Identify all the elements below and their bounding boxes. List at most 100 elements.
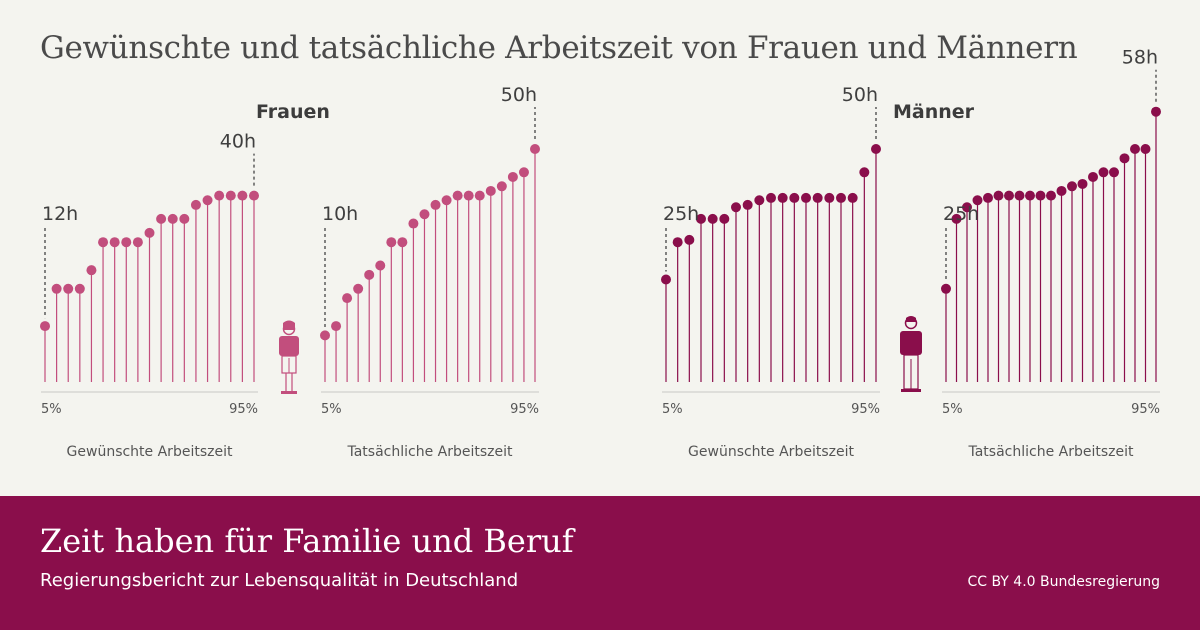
lollipop-point <box>86 265 97 276</box>
lollipop-point <box>1130 144 1140 154</box>
lollipop-point <box>63 283 74 294</box>
lollipop-point <box>1056 185 1067 196</box>
start-label: 25h <box>943 203 979 225</box>
end-label: 58h <box>1122 47 1158 69</box>
panel-label: Tatsächliche Arbeitszeit <box>346 444 513 460</box>
start-label: 25h <box>663 203 699 225</box>
lollipop-point <box>179 213 190 224</box>
end-label: 40h <box>220 131 256 153</box>
lollipop-point <box>1004 190 1014 201</box>
x-tick-label: 5% <box>321 402 342 417</box>
lollipop-point <box>824 192 835 203</box>
x-tick-label: 5% <box>942 402 963 417</box>
lollipop-point <box>507 171 518 182</box>
lollipop-point <box>530 144 540 154</box>
lollipop-point <box>871 144 881 154</box>
lollipop-point <box>249 190 259 201</box>
lollipop-point <box>419 209 430 220</box>
lollipop-point <box>1067 181 1077 192</box>
footer-banner: Zeit haben für Familie und Beruf Regieru… <box>0 496 1200 630</box>
lollipop-point <box>742 199 753 210</box>
group-label-women: Frauen <box>256 101 330 123</box>
lollipop-point <box>342 293 353 304</box>
lollipop-point <box>237 190 248 201</box>
x-tick-label: 5% <box>662 402 683 417</box>
lollipop-point <box>719 213 730 224</box>
lollipop-point <box>1151 106 1161 117</box>
lollipop-point <box>707 213 718 224</box>
lollipop-point <box>1098 167 1109 178</box>
panel-label: Gewünschte Arbeitszeit <box>688 444 854 460</box>
license-text: CC BY 4.0 Bundesregierung <box>967 574 1160 590</box>
lollipop-point <box>144 227 155 238</box>
x-tick-label: 5% <box>41 402 62 417</box>
lollipop-point <box>167 213 178 224</box>
lollipop-point <box>40 321 50 332</box>
lollipop-point <box>202 195 213 206</box>
lollipop-point <box>1140 144 1151 154</box>
lollipop-point <box>777 192 788 203</box>
lollipop-point <box>847 192 858 203</box>
lollipop-point <box>51 283 62 294</box>
x-tick-label: 95% <box>851 402 880 417</box>
x-tick-label: 95% <box>510 402 539 417</box>
x-tick-label: 95% <box>1131 402 1160 417</box>
lollipop-point <box>789 192 800 203</box>
lollipop-point <box>941 283 951 294</box>
lollipop-point <box>397 237 408 248</box>
lollipop-point <box>731 202 741 213</box>
lollipop-point <box>156 213 167 224</box>
lollipop-point <box>190 199 201 210</box>
panel-label: Tatsächliche Arbeitszeit <box>967 444 1134 460</box>
lollipop-point <box>364 269 375 280</box>
lollipop-point <box>1046 190 1056 201</box>
lollipop-point <box>972 195 983 206</box>
lollipop-point <box>1077 178 1088 189</box>
start-label: 10h <box>322 203 358 225</box>
lollipop-point <box>320 330 330 341</box>
lollipop-point <box>993 190 1004 201</box>
lollipop-point <box>121 237 132 248</box>
lollipop-point <box>375 260 386 271</box>
lollipop-point <box>962 202 972 213</box>
footer-title: Zeit haben für Familie und Beruf <box>40 522 574 560</box>
lollipop-point <box>754 195 765 206</box>
lollipop-point <box>386 237 397 248</box>
lollipop-point <box>496 181 507 192</box>
lollipop-point <box>214 190 225 201</box>
end-label: 50h <box>501 84 537 106</box>
lollipop-point <box>1025 190 1035 201</box>
lollipop-point <box>463 190 474 201</box>
lollipop-point <box>696 213 706 224</box>
lollipop-point <box>109 237 120 248</box>
lollipop-point <box>225 190 236 201</box>
lollipop-point <box>1014 190 1025 201</box>
lollipop-point <box>452 190 463 201</box>
lollipop-point <box>672 237 683 248</box>
lollipop-point <box>684 234 695 245</box>
man-icon <box>900 316 922 392</box>
start-label: 12h <box>42 203 78 225</box>
end-label: 50h <box>842 84 878 106</box>
group-label-men: Männer <box>893 101 975 123</box>
lollipop-point <box>485 185 496 196</box>
woman-icon <box>279 320 299 394</box>
lollipop-point <box>331 321 342 332</box>
lollipop-point <box>132 237 143 248</box>
lollipop-point <box>1119 153 1130 164</box>
footer-subtitle: Regierungsbericht zur Lebensqualität in … <box>40 570 519 591</box>
lollipop-point <box>1109 167 1119 178</box>
chart-title: Gewünschte und tatsächliche Arbeitszeit … <box>40 30 1078 66</box>
lollipop-chart: 12h 40h 5% 95% Gewünschte Arbeitszeit 10h 50h 5… <box>40 47 1161 460</box>
lollipop-point <box>836 192 846 203</box>
lollipop-point <box>983 192 993 203</box>
lollipop-point <box>1088 171 1098 182</box>
panel-label: Gewünschte Arbeitszeit <box>67 444 233 460</box>
lollipop-point <box>812 192 823 203</box>
lollipop-point <box>441 195 452 206</box>
lollipop-point <box>661 274 671 285</box>
lollipop-point <box>408 218 419 229</box>
lollipop-point <box>474 190 485 201</box>
lollipop-point <box>766 192 776 203</box>
lollipop-point <box>353 283 364 294</box>
